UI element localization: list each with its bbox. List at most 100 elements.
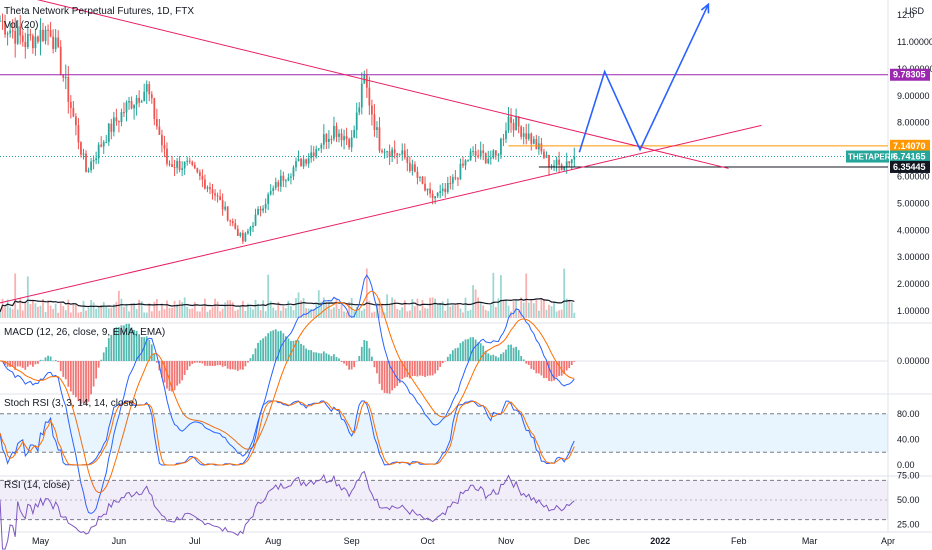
candle-body [469,151,472,161]
macd-histogram-bar [224,361,227,367]
candle-body [209,187,211,190]
volume-bar [421,300,424,318]
volume-bar [155,299,158,318]
volume-bar [176,304,178,318]
macd-histogram-bar [434,361,437,374]
candle-body [90,161,92,171]
candle-body [290,176,292,178]
macd-histogram-bar [171,361,173,392]
macd-histogram-bar [181,361,184,381]
macd-histogram-bar [130,327,133,361]
volume-bar [365,268,368,318]
candle-body [345,136,348,140]
volume-bar [343,311,345,318]
macd-histogram-bar [315,352,318,361]
candle-body [532,139,535,144]
candle-body [42,29,44,41]
candle-body [353,129,356,138]
volume-bar [115,301,118,318]
candle-body [95,158,98,161]
volume-bar [322,297,325,318]
candle-body [500,138,502,155]
macd-histogram-bar [168,361,171,392]
macd-histogram-bar [191,361,194,364]
candle-body [358,107,361,113]
volume-bar [0,311,1,318]
macd-histogram-bar [510,344,512,361]
volume-bar [181,302,184,318]
candle-body [570,159,573,164]
candle-body [515,116,517,131]
candle-body [59,46,62,76]
volume-bar [193,302,196,318]
candle-body [231,221,234,224]
volume-bar [120,298,123,318]
candle-body [444,188,447,193]
candle-body [510,116,512,123]
macd-histogram-bar [507,344,510,361]
macd-histogram-bar [363,340,366,361]
candle-body [434,196,437,199]
volume-bar [489,305,492,318]
volume-bar [133,303,135,318]
volume-bar [328,301,330,318]
volume-bar [24,301,27,318]
candle-body [424,183,426,191]
volume-bar [226,300,229,318]
volume-bar [107,308,110,318]
macd-histogram-bar [252,354,254,361]
macd-histogram-bar [173,361,176,391]
volume-bar [95,308,98,318]
macd-histogram-bar [42,360,44,361]
macd-histogram-bar [14,361,17,370]
volume-bar [143,312,146,318]
volume-bar [77,312,80,318]
macd-histogram-bar [391,361,394,391]
macd-histogram-bar [62,361,65,377]
volume-bar [123,306,125,318]
volume-bar [550,306,553,318]
candle-body [49,30,52,37]
volume-bar [125,303,128,318]
candle-body [118,121,120,123]
macd-histogram-bar [262,338,264,361]
candle-body [239,232,242,237]
volume-bar [431,297,434,318]
macd-histogram-bar [274,329,277,361]
time-tick-label: Apr [881,536,895,546]
volume-bar [388,304,391,318]
macd-histogram-bar [221,361,224,367]
candle-body [454,177,457,179]
candle-body [77,125,80,143]
candle-body [320,144,323,149]
macd-histogram-bar [52,360,55,362]
macd-histogram-bar [34,361,37,365]
macd-histogram-bar [353,361,356,368]
macd-histogram-bar [446,356,449,361]
candle-body [234,223,237,229]
macd-histogram-bar [32,361,34,367]
candle-body [282,175,285,181]
candle-body [429,188,431,194]
candle-body [548,154,550,168]
candle-body [537,143,540,150]
volume-bar [128,311,130,318]
candle-body [115,117,118,122]
volume-bar [302,297,305,318]
macd-histogram-bar [219,361,221,366]
stoch-tick-label: 40.00 [897,434,920,444]
volume-bar [563,268,566,318]
volume-bar [201,306,204,318]
candle-body [439,191,442,194]
volume-bar [178,300,181,318]
candle-body [555,159,558,166]
volume-bar [204,298,206,318]
macd-histogram-bar [406,361,409,378]
candle-body [47,29,49,31]
projection-arrowhead [700,2,710,14]
macd-histogram-bar [320,353,323,361]
candle-body [211,189,214,194]
macd-histogram-bar [383,361,386,393]
macd-histogram-bar [348,361,351,370]
